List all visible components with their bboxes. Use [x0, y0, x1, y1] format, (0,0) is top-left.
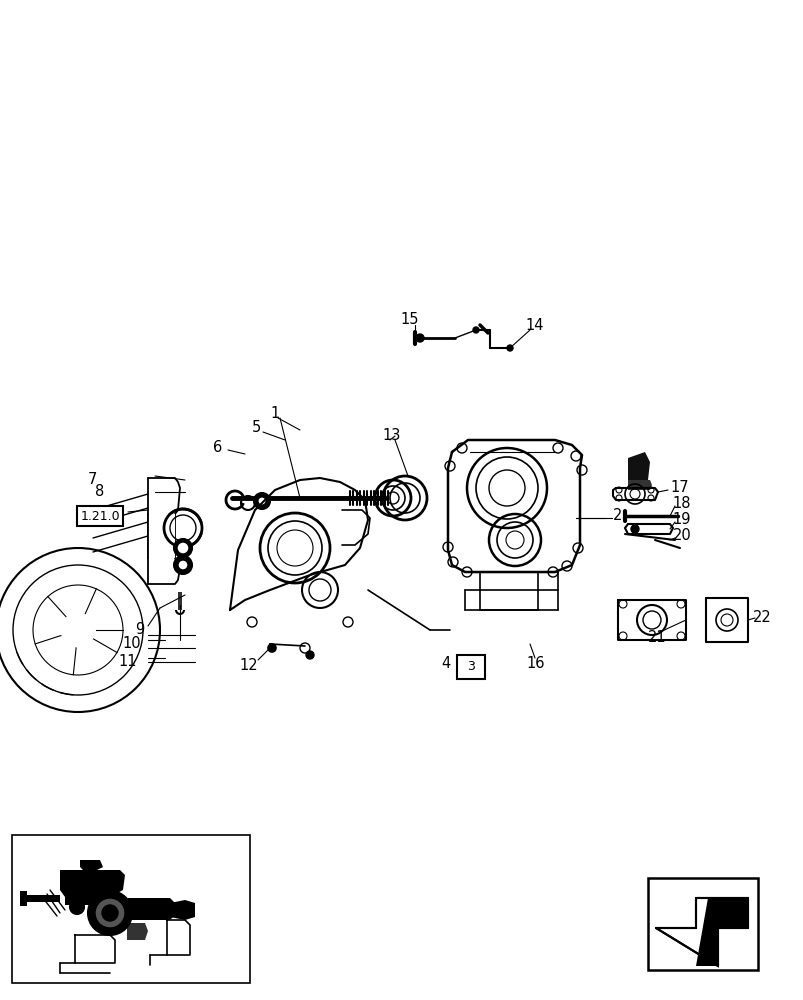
Circle shape	[177, 542, 189, 554]
Circle shape	[415, 334, 423, 342]
Text: 1: 1	[270, 406, 279, 420]
Text: 5: 5	[251, 420, 260, 436]
Text: 7: 7	[88, 472, 96, 487]
Text: 3: 3	[467, 660, 475, 674]
Text: 14: 14	[525, 318, 544, 332]
Circle shape	[267, 644, 275, 652]
Circle shape	[630, 525, 638, 533]
Polygon shape	[80, 860, 103, 870]
Polygon shape	[169, 900, 195, 920]
Polygon shape	[65, 897, 97, 905]
Polygon shape	[127, 923, 148, 940]
Polygon shape	[627, 480, 651, 490]
Circle shape	[88, 891, 132, 935]
Text: 16: 16	[526, 656, 544, 672]
Polygon shape	[627, 452, 649, 486]
Polygon shape	[232, 496, 385, 500]
Text: 15: 15	[400, 312, 418, 328]
Text: 1.21.0: 1.21.0	[80, 510, 120, 522]
Polygon shape	[655, 898, 747, 966]
Polygon shape	[25, 895, 60, 902]
Polygon shape	[60, 870, 124, 897]
Text: 19: 19	[672, 512, 691, 526]
Text: 11: 11	[119, 654, 137, 668]
Circle shape	[258, 497, 266, 505]
Polygon shape	[695, 898, 747, 966]
Circle shape	[95, 898, 124, 928]
Polygon shape	[124, 898, 175, 920]
Bar	[647, 878, 757, 970]
Text: 6: 6	[213, 440, 222, 456]
Bar	[12, 835, 250, 983]
Text: 17: 17	[670, 481, 688, 495]
Circle shape	[102, 905, 118, 921]
Text: 22: 22	[752, 610, 770, 626]
Circle shape	[70, 900, 84, 914]
Text: 8: 8	[96, 485, 104, 499]
Bar	[456, 655, 484, 679]
Text: 2: 2	[613, 508, 622, 524]
Circle shape	[472, 327, 479, 333]
Polygon shape	[148, 514, 175, 558]
Text: 9: 9	[135, 622, 145, 638]
Text: 4: 4	[441, 656, 450, 672]
Circle shape	[254, 493, 270, 509]
Circle shape	[173, 539, 192, 557]
Text: 12: 12	[239, 658, 258, 672]
Circle shape	[306, 651, 314, 659]
Polygon shape	[177, 592, 181, 610]
Text: 20: 20	[672, 528, 691, 542]
Text: 10: 10	[123, 636, 141, 650]
Text: 18: 18	[672, 495, 691, 510]
Polygon shape	[20, 891, 27, 906]
Circle shape	[177, 560, 188, 570]
Circle shape	[173, 556, 192, 574]
Text: 13: 13	[382, 428, 401, 444]
Circle shape	[507, 345, 512, 351]
Text: 21: 21	[647, 630, 666, 646]
